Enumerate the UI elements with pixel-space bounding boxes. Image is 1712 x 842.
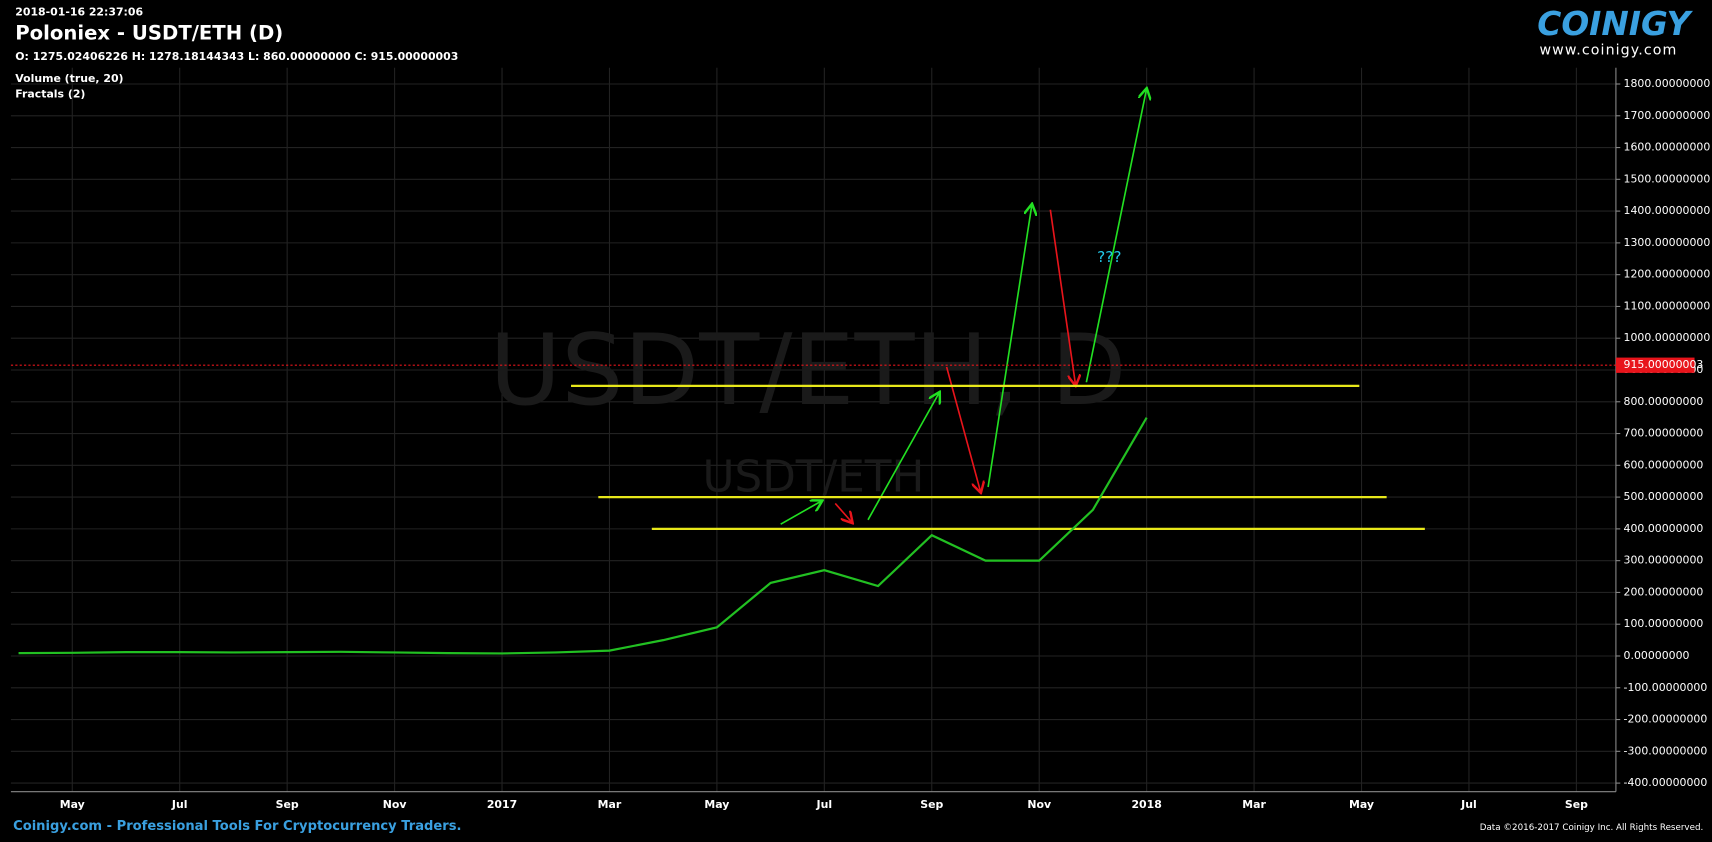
current-price-box bbox=[1615, 357, 1695, 373]
x-tick-label: May bbox=[1349, 798, 1374, 811]
y-tick-label: -200.00000000 bbox=[1624, 713, 1708, 726]
logo-url: www.coinigy.com bbox=[1539, 43, 1677, 59]
footer-right: Data ©2016-2017 Coinigy Inc. All Rights … bbox=[1480, 823, 1704, 833]
arrows bbox=[780, 90, 1147, 525]
y-tick-label: 700.00000000 bbox=[1624, 427, 1704, 440]
x-tick-label: Nov bbox=[1027, 798, 1051, 811]
watermark-sub: USDT/ETH bbox=[703, 451, 925, 502]
x-tick-label: 2017 bbox=[487, 798, 517, 811]
x-tick-label: May bbox=[60, 798, 85, 811]
price-line bbox=[18, 417, 1148, 655]
logo: COINIGY bbox=[1537, 5, 1693, 43]
y-tick-label: 1100.00000000 bbox=[1624, 299, 1711, 312]
x-tick-label: Sep bbox=[920, 798, 943, 811]
indicator: Fractals (2) bbox=[15, 87, 85, 100]
y-tick-label: -400.00000000 bbox=[1624, 776, 1708, 789]
x-tick-label: Sep bbox=[1565, 798, 1588, 811]
y-tick-label: 0.00000000 bbox=[1624, 649, 1690, 662]
y-tick-label: 1700.00000000 bbox=[1624, 109, 1711, 122]
y-tick-label: 1000.00000000 bbox=[1624, 331, 1711, 344]
y-tick-label: 1500.00000000 bbox=[1624, 172, 1711, 185]
x-tick-label: Mar bbox=[1242, 798, 1266, 811]
current-price-label: 915.00000003 bbox=[1624, 358, 1704, 371]
x-tick-label: Jul bbox=[1460, 798, 1477, 811]
y-tick-label: 1300.00000000 bbox=[1624, 236, 1711, 249]
y-tick-label: 800.00000000 bbox=[1624, 395, 1704, 408]
watermark: USDT/ETH, D bbox=[489, 314, 1126, 428]
chart-title: Poloniex - USDT/ETH (D) bbox=[15, 21, 283, 44]
x-tick-label: 2018 bbox=[1131, 798, 1161, 811]
y-tick-label: 300.00000000 bbox=[1624, 554, 1704, 567]
y-tick-label: 500.00000000 bbox=[1624, 490, 1704, 503]
x-tick-label: Sep bbox=[276, 798, 299, 811]
y-tick-label: 600.00000000 bbox=[1624, 458, 1704, 471]
x-tick-label: Jul bbox=[816, 798, 833, 811]
x-tick-label: Nov bbox=[383, 798, 407, 811]
y-tick-label: 1200.00000000 bbox=[1624, 268, 1711, 281]
x-tick-label: Jul bbox=[171, 798, 188, 811]
ohlc: O: 1275.02406226 H: 1278.18144343 L: 860… bbox=[15, 50, 458, 63]
indicator: Volume (true, 20) bbox=[15, 72, 123, 85]
timestamp: 2018-01-16 22:37:06 bbox=[15, 5, 143, 18]
y-tick-label: 1800.00000000 bbox=[1624, 77, 1711, 90]
y-tick-label: 100.00000000 bbox=[1624, 617, 1704, 630]
y-tick-label: 1400.00000000 bbox=[1624, 204, 1711, 217]
y-tick-label: 400.00000000 bbox=[1624, 522, 1704, 535]
x-tick-label: May bbox=[704, 798, 729, 811]
annotation: ??? bbox=[1097, 248, 1121, 266]
y-tick-label: 1600.00000000 bbox=[1624, 141, 1711, 154]
y-tick-label: 200.00000000 bbox=[1624, 585, 1704, 598]
footer-left: Coinigy.com - Professional Tools For Cry… bbox=[13, 819, 461, 834]
y-tick-label: -300.00000000 bbox=[1624, 744, 1708, 757]
x-tick-label: Mar bbox=[598, 798, 622, 811]
y-tick-label: -100.00000000 bbox=[1624, 681, 1708, 694]
